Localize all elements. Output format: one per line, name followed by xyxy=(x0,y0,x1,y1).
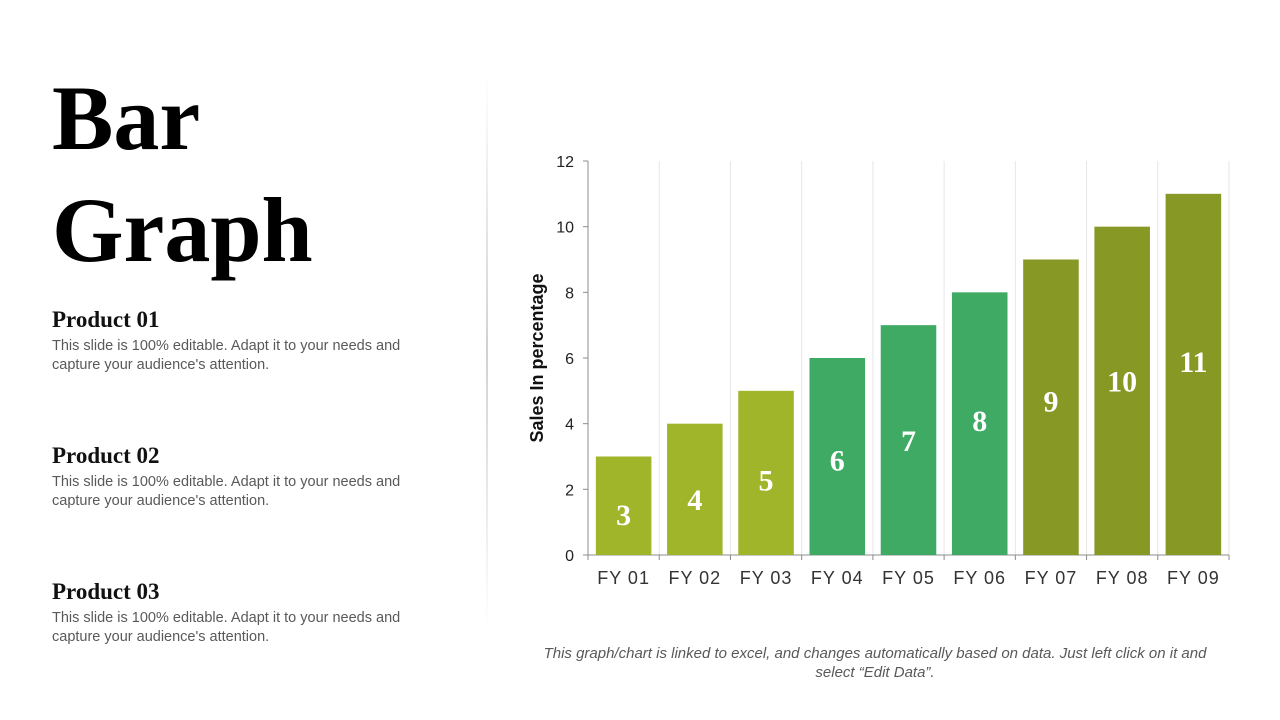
data-label: 6 xyxy=(830,445,845,478)
bar-fy-08 xyxy=(1094,226,1150,555)
bar-fy-01 xyxy=(595,456,652,555)
data-label: 11 xyxy=(1179,346,1207,379)
y-tick-label: 4 xyxy=(565,417,574,434)
product-description: This slide is 100% editable. Adapt it to… xyxy=(52,474,401,509)
bar-fy-03 xyxy=(738,390,794,555)
bar-fy-05 xyxy=(880,325,937,555)
data-label: 3 xyxy=(616,499,631,532)
product-description: This slide is 100% editable. Adapt it to… xyxy=(52,338,401,373)
y-tick-label: 0 xyxy=(565,548,574,565)
bar-fy-09 xyxy=(1165,193,1222,556)
y-tick-label: 8 xyxy=(565,285,574,302)
data-label: 10 xyxy=(1107,366,1137,399)
product-heading: Product 03 xyxy=(52,579,160,604)
x-tick-label: FY 07 xyxy=(1025,568,1078,588)
product-heading: Product 02 xyxy=(52,443,160,468)
x-tick-label: FY 03 xyxy=(740,568,793,588)
chart-footnote: This graph/chart is linked to excel, and… xyxy=(543,645,1207,681)
data-label: 9 xyxy=(1043,385,1058,418)
x-tick-label: FY 04 xyxy=(811,568,864,588)
x-tick-label: FY 05 xyxy=(882,568,935,588)
y-tick-label: 10 xyxy=(556,220,574,237)
bar-fy-04 xyxy=(809,358,866,555)
data-label: 4 xyxy=(687,484,702,517)
y-axis-label: Sales In percentage xyxy=(527,273,547,442)
y-tick-label: 12 xyxy=(556,154,574,171)
data-label: 7 xyxy=(901,425,916,458)
product-block-01: Product 01 This slide is 100% editable. … xyxy=(52,307,432,375)
title-line-2: Graph xyxy=(52,179,313,281)
x-tick-label: FY 02 xyxy=(668,568,721,588)
x-tick-label: FY 08 xyxy=(1096,568,1149,588)
product-block-02: Product 02 This slide is 100% editable. … xyxy=(52,443,432,511)
x-tick-label: FY 09 xyxy=(1167,568,1220,588)
bar-fy-02 xyxy=(667,423,723,555)
data-label: 5 xyxy=(759,464,774,497)
data-label: 8 xyxy=(972,405,987,438)
y-tick-label: 2 xyxy=(565,482,574,499)
page-title: Bar Graph xyxy=(52,62,313,286)
title-line-1: Bar xyxy=(52,67,201,169)
y-tick-label: 6 xyxy=(565,351,574,368)
product-heading: Product 01 xyxy=(52,307,160,332)
section-divider xyxy=(486,70,488,630)
bar-fy-06 xyxy=(951,292,1008,555)
bar-fy-07 xyxy=(1023,259,1079,555)
x-tick-label: FY 06 xyxy=(953,568,1006,588)
product-description: This slide is 100% editable. Adapt it to… xyxy=(52,610,401,645)
x-tick-label: FY 01 xyxy=(597,568,650,588)
product-block-03: Product 03 This slide is 100% editable. … xyxy=(52,579,432,647)
